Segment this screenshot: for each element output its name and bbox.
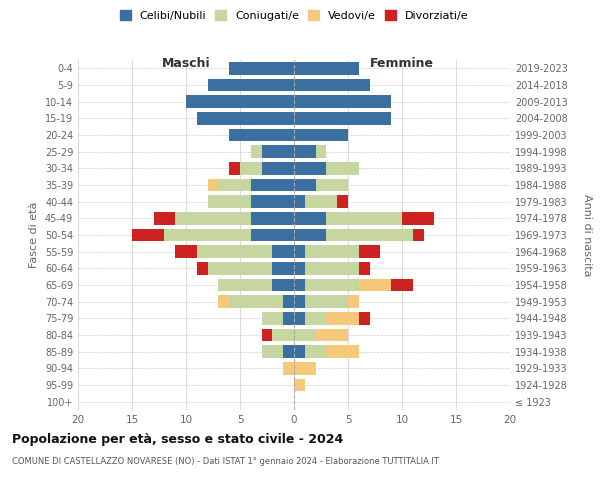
Bar xyxy=(283,296,294,308)
Bar xyxy=(294,262,305,274)
Bar xyxy=(208,196,251,208)
Bar xyxy=(229,129,294,141)
Bar xyxy=(326,162,359,174)
Y-axis label: Anni di nascita: Anni di nascita xyxy=(581,194,592,276)
Bar xyxy=(283,312,294,324)
Text: Maschi: Maschi xyxy=(161,56,211,70)
Bar xyxy=(262,162,294,174)
Bar xyxy=(251,212,294,224)
Bar xyxy=(359,262,370,274)
Bar xyxy=(272,262,294,274)
Text: Popolazione per età, sesso e stato civile - 2024: Popolazione per età, sesso e stato civil… xyxy=(12,432,343,446)
Bar xyxy=(154,212,175,224)
Bar xyxy=(294,162,326,174)
Bar xyxy=(305,196,337,208)
Bar xyxy=(240,162,262,174)
Bar xyxy=(391,279,413,291)
Bar xyxy=(316,146,326,158)
Bar xyxy=(294,362,316,374)
Bar xyxy=(294,296,305,308)
Bar xyxy=(326,346,359,358)
Bar xyxy=(305,246,359,258)
Bar xyxy=(262,346,283,358)
Bar xyxy=(229,296,283,308)
Bar xyxy=(348,296,359,308)
Bar xyxy=(251,196,294,208)
Bar xyxy=(294,96,391,108)
Bar xyxy=(272,279,294,291)
Text: Femmine: Femmine xyxy=(370,56,434,70)
Bar xyxy=(294,179,316,192)
Bar xyxy=(359,279,391,291)
Bar xyxy=(294,329,316,341)
Bar xyxy=(132,229,164,241)
Bar xyxy=(294,112,391,124)
Bar xyxy=(283,362,294,374)
Bar xyxy=(164,229,251,241)
Bar xyxy=(305,296,348,308)
Bar xyxy=(305,312,326,324)
Bar xyxy=(175,212,251,224)
Bar xyxy=(326,212,402,224)
Bar xyxy=(197,112,294,124)
Bar xyxy=(272,329,294,341)
Bar xyxy=(294,146,316,158)
Bar xyxy=(283,346,294,358)
Bar xyxy=(229,162,240,174)
Bar xyxy=(359,246,380,258)
Bar xyxy=(326,229,413,241)
Bar xyxy=(294,346,305,358)
Bar xyxy=(305,279,359,291)
Bar xyxy=(208,179,218,192)
Bar xyxy=(208,79,294,92)
Bar xyxy=(197,246,272,258)
Bar xyxy=(294,312,305,324)
Bar xyxy=(272,246,294,258)
Bar xyxy=(229,62,294,74)
Bar xyxy=(294,229,326,241)
Bar xyxy=(294,246,305,258)
Bar xyxy=(305,262,359,274)
Bar xyxy=(186,96,294,108)
Bar xyxy=(262,146,294,158)
Bar xyxy=(359,312,370,324)
Bar xyxy=(316,329,348,341)
Bar xyxy=(294,379,305,391)
Bar xyxy=(305,346,326,358)
Bar xyxy=(294,79,370,92)
Bar xyxy=(251,146,262,158)
Bar xyxy=(262,329,272,341)
Bar xyxy=(337,196,348,208)
Bar xyxy=(218,296,229,308)
Y-axis label: Fasce di età: Fasce di età xyxy=(29,202,39,268)
Bar xyxy=(294,279,305,291)
Legend: Celibi/Nubili, Coniugati/e, Vedovi/e, Divorziati/e: Celibi/Nubili, Coniugati/e, Vedovi/e, Di… xyxy=(118,8,470,23)
Bar xyxy=(251,229,294,241)
Bar xyxy=(251,179,294,192)
Bar xyxy=(218,179,251,192)
Bar xyxy=(413,229,424,241)
Bar xyxy=(262,312,283,324)
Text: COMUNE DI CASTELLAZZO NOVARESE (NO) - Dati ISTAT 1° gennaio 2024 - Elaborazione : COMUNE DI CASTELLAZZO NOVARESE (NO) - Da… xyxy=(12,458,439,466)
Bar xyxy=(208,262,272,274)
Bar xyxy=(218,279,272,291)
Bar xyxy=(402,212,434,224)
Bar xyxy=(197,262,208,274)
Bar xyxy=(294,62,359,74)
Bar xyxy=(294,196,305,208)
Bar xyxy=(175,246,197,258)
Bar xyxy=(294,129,348,141)
Bar xyxy=(294,212,326,224)
Bar xyxy=(316,179,348,192)
Bar xyxy=(326,312,359,324)
